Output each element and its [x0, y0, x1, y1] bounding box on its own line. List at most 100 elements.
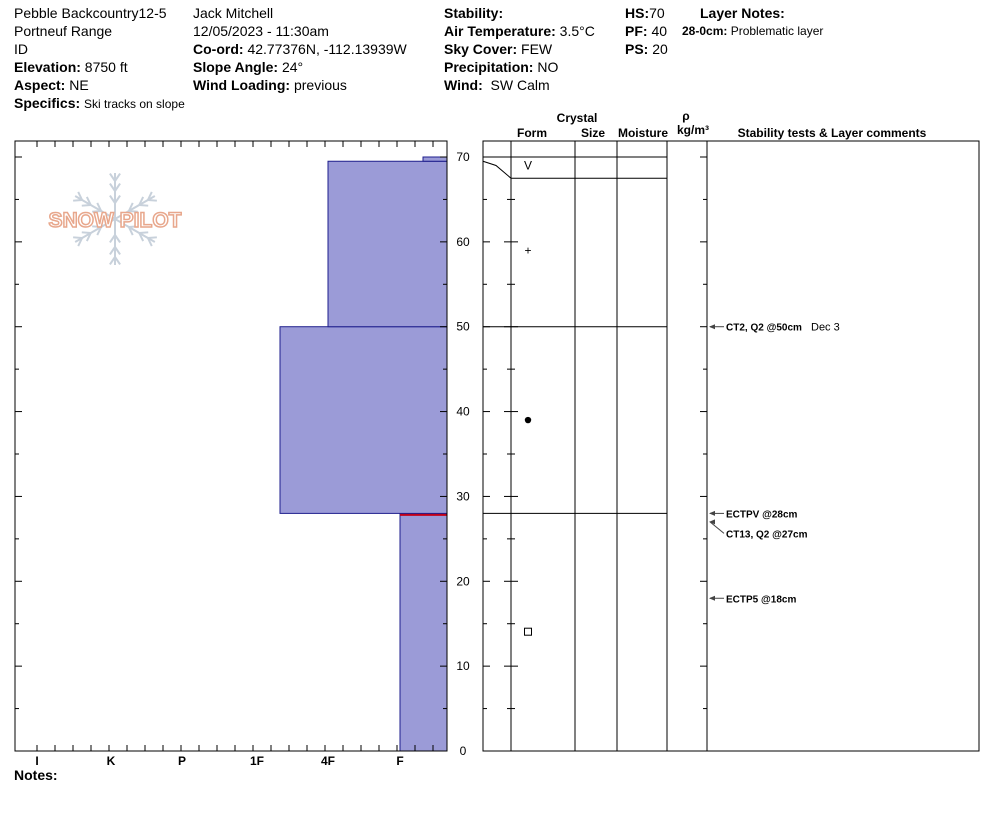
snowflake-branch: [128, 225, 138, 228]
header-rho: ρ: [682, 109, 689, 123]
stability-arrow-head: [709, 595, 715, 601]
hardness-layer-bar: [279, 326, 448, 514]
y-tick-label: 60: [456, 235, 470, 249]
snowflake-branch: [96, 226, 103, 236]
snowflake-branch: [114, 183, 121, 192]
wind: Wind: SW Calm: [444, 77, 550, 93]
observer: Jack Mitchell: [193, 5, 274, 21]
snowflake-branch: [128, 210, 138, 213]
layer-notes-title: Layer Notes:: [700, 5, 785, 21]
hardness-plot-frame: [14, 140, 448, 752]
snowflake-branch: [73, 236, 83, 239]
wind-loading: Wind Loading: previous: [193, 77, 347, 93]
location: Pebble Backcountry12-5: [14, 5, 167, 21]
snowflake-branch: [147, 191, 153, 201]
y-tick-label: 20: [456, 574, 470, 588]
specifics: Specifics: Ski tracks on slope: [14, 95, 185, 111]
header-stability-tests: Stability tests & Layer comments: [738, 126, 927, 140]
snowflake-branch: [109, 234, 116, 243]
notes-label: Notes:: [14, 767, 58, 783]
header-form: Form: [517, 126, 547, 140]
layer-note: 28-0cm: Problematic layer: [682, 24, 824, 38]
snowflake-branch: [139, 231, 149, 234]
y-tick-label: 70: [456, 150, 470, 164]
sky-cover: Sky Cover: FEW: [444, 41, 553, 57]
precipitation: Precipitation: NO: [444, 59, 559, 75]
snowflake-branch: [138, 196, 145, 206]
snowflake-branch: [109, 256, 116, 265]
datetime: 12/05/2023 - 11:30am: [193, 23, 329, 39]
stability-arrow: [709, 521, 725, 534]
x-tick-label: 1F: [250, 754, 264, 768]
grain-form-symbol: [524, 416, 532, 424]
snowflake-branch: [139, 204, 149, 207]
snowflake-branch: [77, 191, 83, 201]
x-tick-label: K: [107, 754, 116, 768]
y-tick-label: 0: [460, 744, 467, 758]
stability-test-label: ECTPV @28cm: [726, 509, 798, 520]
snowflake-branch: [127, 226, 134, 236]
stability-test-label: CT2, Q2 @50cm: [726, 323, 802, 334]
x-tick-label: F: [396, 754, 403, 768]
snowflake-branch: [138, 232, 145, 242]
x-tick-label: I: [35, 754, 38, 768]
snowflake-branch: [114, 256, 121, 265]
snowflake-branch: [127, 202, 134, 212]
snowflake-branch: [114, 195, 121, 204]
y-tick-label: 10: [456, 659, 470, 673]
stability: Stability:: [444, 5, 504, 21]
stability-arrow-head: [709, 519, 715, 525]
hardness-layer-bar: [327, 160, 448, 328]
stability-test-comment: Dec 3: [811, 322, 840, 334]
pf: PF: 40: [625, 23, 668, 39]
snowflake-branch: [109, 246, 116, 255]
snowflake-branch: [109, 195, 116, 204]
header-crystal: Crystal: [557, 111, 598, 125]
grain-form-symbol: [524, 627, 532, 636]
air-temperature: Air Temperature: 3.5°C: [444, 23, 595, 39]
header-density-unit: kg/m³: [677, 123, 709, 137]
slope-angle: Slope Angle: 24°: [193, 59, 304, 75]
snowflake-branch: [77, 237, 83, 247]
coordinates: Co-ord: 42.77376N, -112.13939W: [193, 41, 407, 57]
snowflake-branch: [73, 199, 83, 202]
snowflake-branch: [92, 225, 102, 228]
snowpilot-logo: SNOW PILOT: [48, 173, 182, 265]
y-tick-label: 50: [456, 320, 470, 334]
snowflake-branch: [147, 199, 157, 202]
snowflake-branch: [109, 173, 116, 182]
snowflake-branch: [85, 232, 92, 242]
stability-arrow-head: [709, 324, 715, 330]
grain-form-symbol: V: [524, 158, 532, 172]
snowflake-branch: [147, 237, 153, 247]
snowflake-branch: [96, 202, 103, 212]
snowflake-branch: [114, 246, 121, 255]
x-tick-label: P: [178, 754, 186, 768]
hs: HS:70: [625, 5, 665, 21]
snowflake-branch: [147, 236, 157, 239]
elevation: Elevation: 8750 ft: [14, 59, 128, 75]
logo-text: SNOW PILOT: [49, 209, 182, 232]
stability-arrow-head: [709, 510, 715, 516]
snowflake-branch: [92, 210, 102, 213]
snowflake-branch: [114, 234, 121, 243]
snowflake-branch: [81, 231, 91, 234]
range: Portneuf Range: [14, 23, 113, 39]
snowflake-branch: [109, 183, 116, 192]
layer-connector: [482, 160, 512, 179]
snowflake-branch: [114, 173, 121, 182]
profile-table-frame: [482, 140, 980, 752]
ps: PS: 20: [625, 41, 668, 57]
hardness-layer-bar: [399, 512, 448, 752]
state: ID: [14, 41, 28, 57]
y-tick-label: 40: [456, 405, 470, 419]
header-size: Size: [581, 126, 605, 140]
y-tick-label: 30: [456, 489, 470, 503]
snowflake-branch: [85, 196, 92, 206]
header-moisture: Moisture: [618, 126, 668, 140]
snowflake-branch: [81, 204, 91, 207]
aspect: Aspect: NE: [14, 77, 89, 93]
grain-form-symbol: +: [524, 243, 531, 257]
stability-test-label: CT13, Q2 @27cm: [726, 529, 808, 540]
